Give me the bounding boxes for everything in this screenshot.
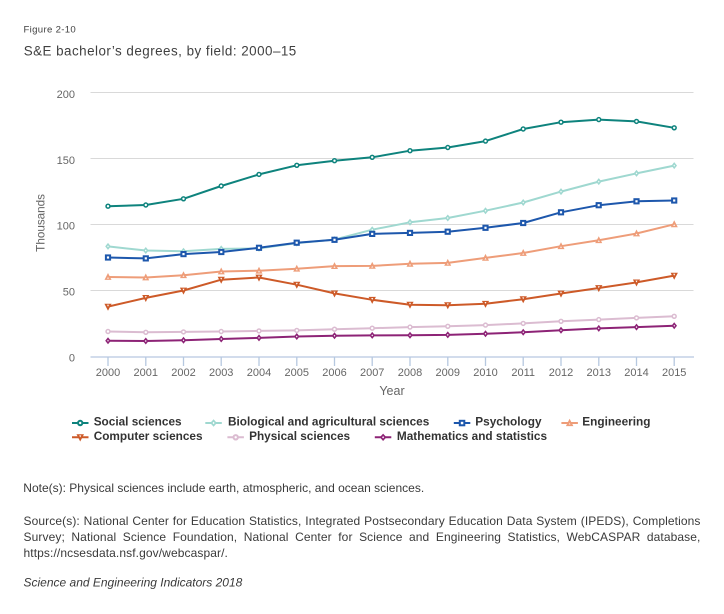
svg-text:50: 50 [63, 287, 75, 299]
svg-text:2001: 2001 [134, 367, 158, 379]
svg-text:Figure 2-10: Figure 2-10 [24, 25, 77, 36]
svg-text:2010: 2010 [473, 367, 497, 379]
svg-text:Note(s): Physical sciences inc: Note(s): Physical sciences include earth… [23, 481, 424, 495]
svg-text:Year: Year [379, 384, 404, 398]
svg-text:Mathematics and statistics: Mathematics and statistics [397, 429, 548, 443]
svg-text:2007: 2007 [360, 367, 384, 379]
svg-text:200: 200 [57, 89, 75, 101]
svg-text:Thousands: Thousands [35, 194, 48, 252]
svg-text:S&E bachelor’s degrees, by fie: S&E bachelor’s degrees, by field: 2000–1… [24, 43, 297, 58]
svg-text:2013: 2013 [587, 367, 611, 379]
svg-text:2011: 2011 [511, 367, 535, 379]
svg-text:Social sciences: Social sciences [94, 415, 182, 429]
svg-text:2006: 2006 [322, 367, 346, 379]
svg-text:2003: 2003 [209, 367, 233, 379]
svg-text:Computer sciences: Computer sciences [94, 429, 203, 443]
svg-text:2008: 2008 [398, 367, 422, 379]
svg-text:Physical sciences: Physical sciences [249, 429, 350, 443]
svg-text:100: 100 [57, 221, 75, 233]
svg-text:2004: 2004 [247, 367, 271, 379]
svg-text:Psychology: Psychology [475, 415, 542, 429]
svg-text:2005: 2005 [285, 367, 309, 379]
svg-text:150: 150 [57, 155, 75, 167]
svg-text:Biological and agricultural sc: Biological and agricultural sciences [228, 415, 430, 429]
svg-text:2014: 2014 [624, 367, 648, 379]
svg-text:2002: 2002 [171, 367, 195, 379]
svg-text:0: 0 [69, 353, 75, 365]
svg-text:2000: 2000 [96, 367, 120, 379]
svg-text:2015: 2015 [662, 367, 686, 379]
svg-text:Engineering: Engineering [582, 415, 650, 429]
svg-text:2012: 2012 [549, 367, 573, 379]
svg-text:2009: 2009 [436, 367, 460, 379]
svg-text:Science and Engineering Indica: Science and Engineering Indicators 2018 [24, 576, 243, 590]
